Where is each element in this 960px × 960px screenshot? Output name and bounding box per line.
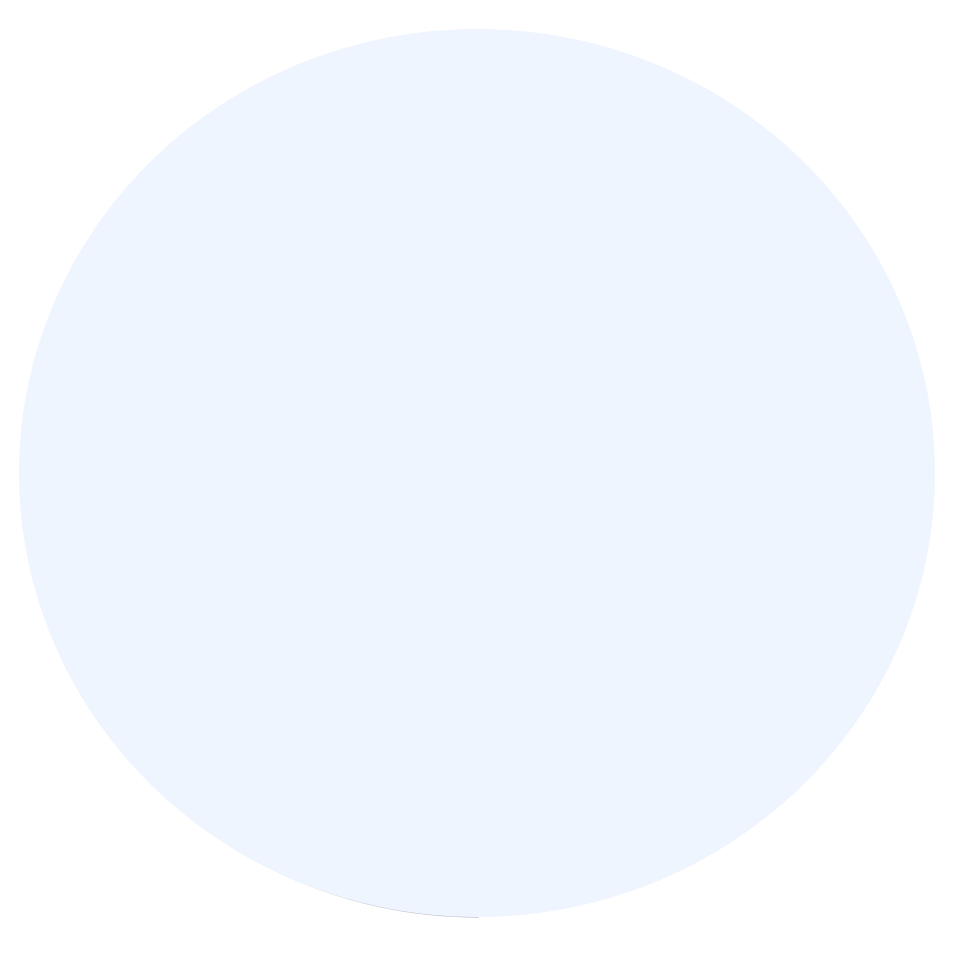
circle bbox=[19, 29, 935, 917]
